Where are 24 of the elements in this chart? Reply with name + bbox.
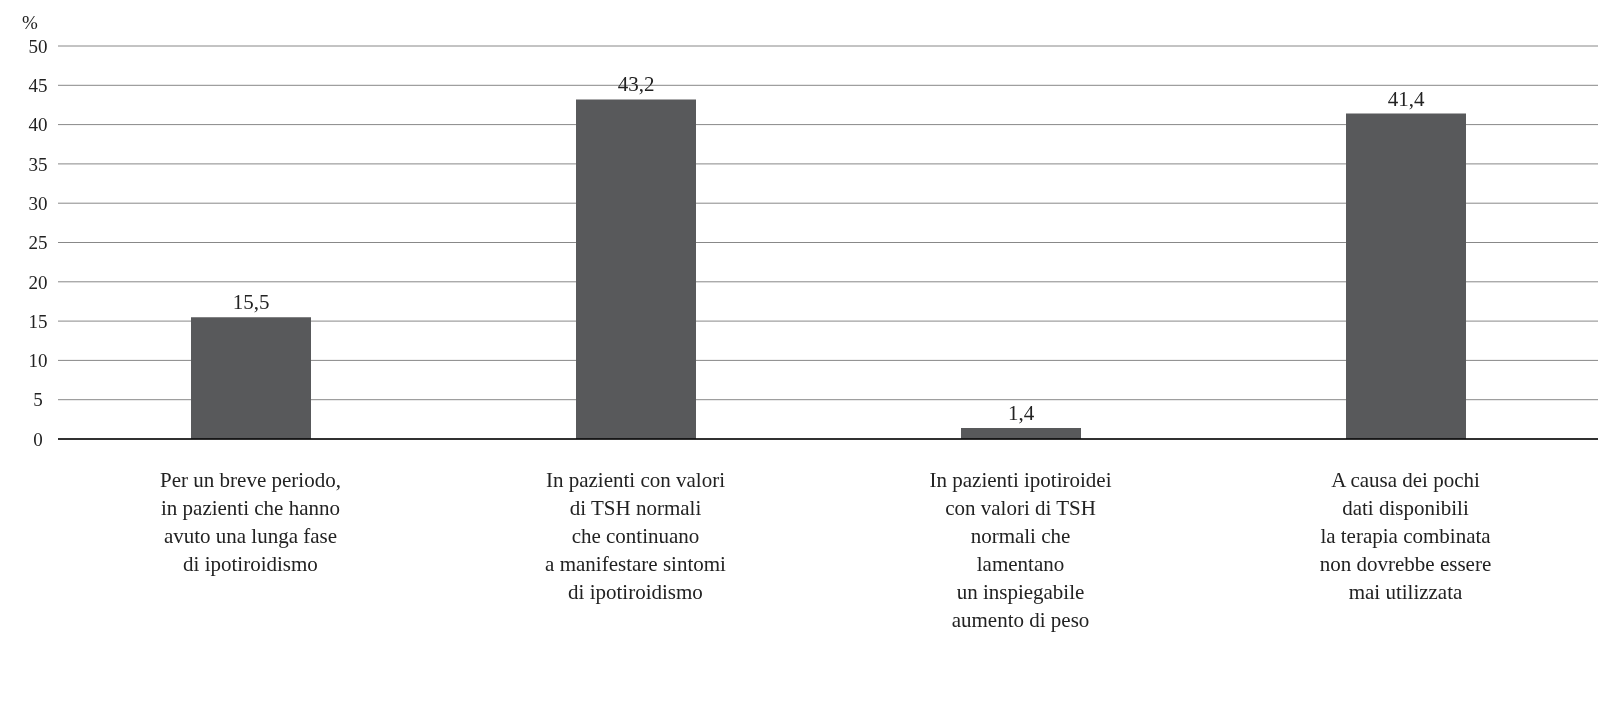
x-tick-label: In pazienti con valori di TSH normali che continuano a manifestare sintomi di ipotiroidismo	[545, 468, 727, 604]
y-tick-label: 10	[28, 350, 48, 372]
x-tick-label: Per un breve periodo, in pazienti che hanno avuto una lunga fase di ipotiroidismo	[160, 468, 341, 576]
bar	[961, 428, 1081, 439]
y-tick-label: 40	[28, 114, 48, 136]
data-label: 41,4	[1387, 86, 1425, 111]
data-label: 1,4	[1007, 401, 1035, 425]
bar	[191, 317, 311, 439]
data-label: 43,2	[617, 72, 655, 97]
bar	[576, 99, 696, 439]
y-tick-label: 0	[33, 428, 43, 450]
y-tick-label: 35	[28, 153, 48, 175]
bar	[1346, 113, 1466, 439]
y-axis-title: %	[22, 12, 38, 34]
x-tick-label: A causa dei pochi dati disponibili la terapia combinata non dovrebbe essere mai utilizzata	[1319, 468, 1492, 604]
y-tick-label: 15	[28, 310, 48, 332]
y-tick-label: 45	[28, 75, 48, 97]
y-tick-label: 20	[28, 271, 48, 293]
y-tick-label: 30	[28, 192, 48, 214]
y-tick-label: 25	[28, 232, 48, 254]
x-tick-label: In pazienti ipotiroidei con valori di TSH normali che lamentano un inspiegabile aumento di peso	[929, 468, 1112, 632]
y-tick-label: 5	[33, 389, 43, 411]
data-label: 15,5	[232, 290, 270, 315]
y-tick-label: 50	[28, 35, 48, 57]
